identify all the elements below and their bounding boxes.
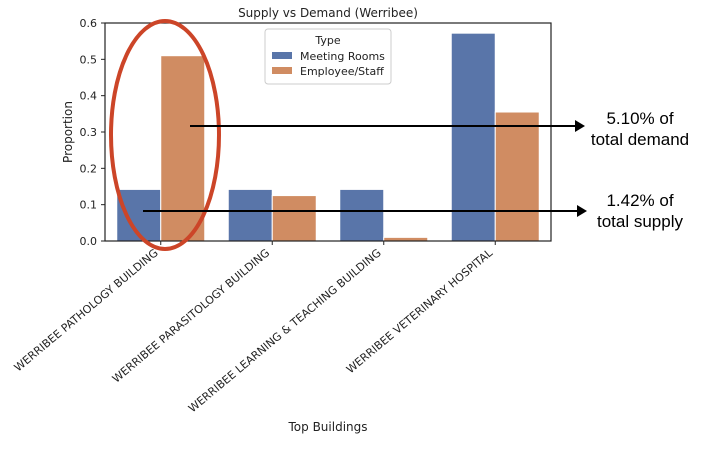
y-axis-label: Proportion	[61, 101, 75, 163]
supply-arrow-head	[577, 205, 587, 217]
bar-meeting-rooms-2	[339, 188, 385, 242]
supply-annotation-line2: total supply	[597, 212, 683, 231]
bar-employee-staff-0	[160, 55, 206, 242]
legend-box	[264, 28, 392, 85]
legend-entry: Employee/Staff	[300, 65, 384, 78]
legend-swatch	[272, 67, 292, 74]
demand-arrow-head	[575, 120, 585, 132]
bar-employee-staff-3	[494, 111, 540, 242]
supply-annotation-line1: 1.42% of	[606, 191, 674, 210]
bar-meeting-rooms-3	[450, 32, 496, 242]
y-tick-label: 0.6	[80, 17, 98, 30]
legend-title: Type	[314, 34, 340, 47]
supply-annotation: 1.42% of total supply	[580, 190, 700, 232]
highlight-ellipse	[109, 19, 221, 251]
legend-entry: Meeting Rooms	[300, 50, 385, 63]
y-tick-label: 0.5	[80, 53, 98, 66]
legend: Type Meeting Rooms Employee/Staff	[264, 28, 392, 85]
y-tick-label: 0.4	[80, 90, 98, 103]
demand-annotation-line1: 5.10% of	[606, 109, 674, 128]
bar-meeting-rooms-1	[227, 188, 273, 242]
demand-annotation: 5.10% of total demand	[580, 108, 700, 150]
x-tick-label: WERRIBEE LEARNING & TEACHING BUILDING	[186, 246, 384, 415]
demand-annotation-line2: total demand	[590, 130, 690, 149]
y-tick-label: 0.2	[80, 162, 98, 175]
y-tick-label: 0.1	[80, 199, 98, 212]
bar-employee-staff-1	[271, 195, 317, 242]
chart-title: Supply vs Demand (Werribee)	[238, 6, 418, 20]
legend-swatch	[272, 52, 292, 59]
y-tick-label: 0.3	[80, 126, 98, 139]
y-tick-label: 0.0	[80, 235, 98, 248]
x-axis-label: Top Buildings	[288, 420, 368, 434]
